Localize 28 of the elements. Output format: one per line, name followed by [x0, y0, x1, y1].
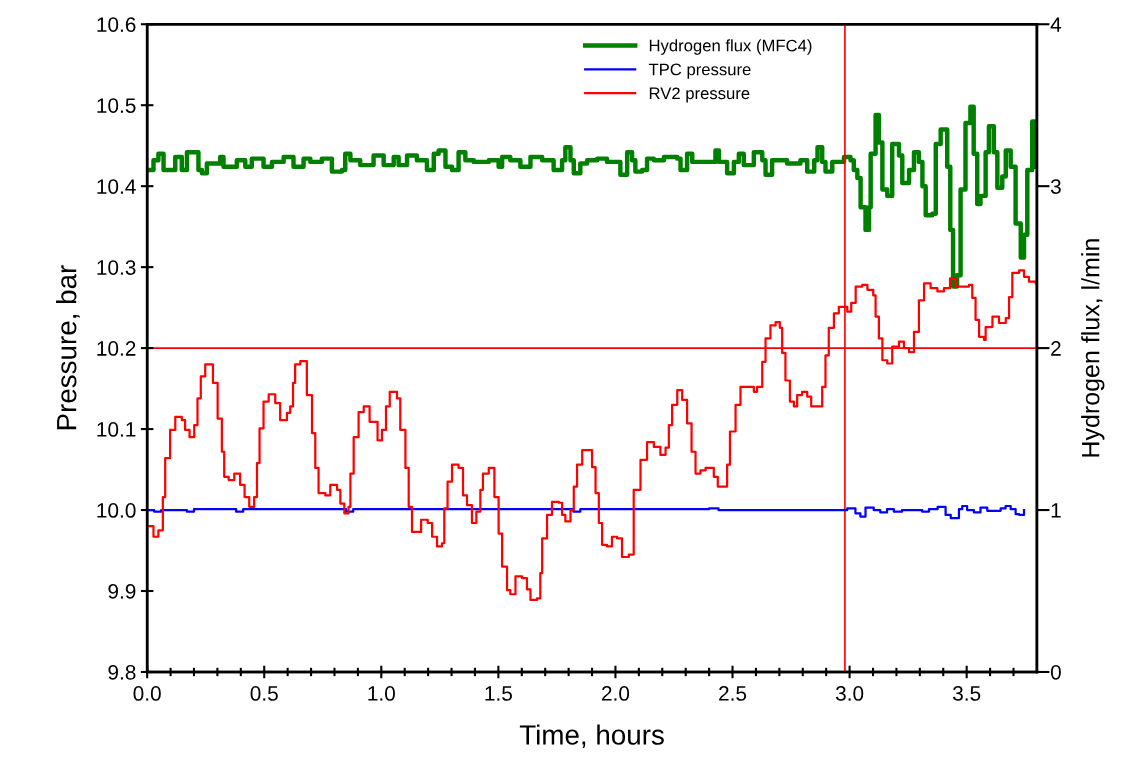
y2-tick-label: 1: [1051, 503, 1061, 518]
x-tick-label: 0.0: [133, 686, 161, 701]
x-tick-label: 1.0: [368, 686, 395, 701]
y2-axis-title: Hydrogen flux, l/min: [1081, 239, 1105, 457]
legend-label: RV2 pressure: [649, 87, 750, 103]
y-tick-label: 9.9: [108, 584, 136, 599]
y-tick-label: 10.0: [97, 503, 136, 518]
y2-tick-label: 4: [1050, 17, 1062, 32]
y-tick-label: 10.1: [97, 422, 136, 437]
legend-label: TPC pressure: [648, 63, 751, 79]
x-tick-label: 3.0: [835, 686, 864, 701]
x-tick-label: 1.5: [485, 686, 512, 701]
x-axis-title: Time, hours: [519, 724, 664, 749]
x-tick-label: 2.0: [602, 686, 630, 701]
legend-label: Hydrogen flux (MFC4): [649, 39, 812, 55]
y-tick-label: 10.6: [97, 17, 136, 32]
y2-tick-label: 3: [1050, 179, 1061, 194]
x-tick-label: 2.5: [719, 686, 747, 701]
y-tick-label: 10.2: [97, 341, 136, 356]
y2-tick-label: 0: [1050, 664, 1061, 680]
y-axis-title: Pressure, bar: [56, 265, 80, 430]
y-tick-label: 10.4: [97, 179, 136, 194]
y-tick-label: 10.3: [97, 260, 136, 275]
y-tick-label: 10.5: [97, 98, 136, 113]
x-tick-label: 3.5: [952, 686, 981, 701]
y-tick-label: 9.8: [108, 664, 136, 680]
y2-tick-label: 2: [1051, 341, 1061, 356]
x-tick-label: 0.5: [250, 686, 278, 701]
